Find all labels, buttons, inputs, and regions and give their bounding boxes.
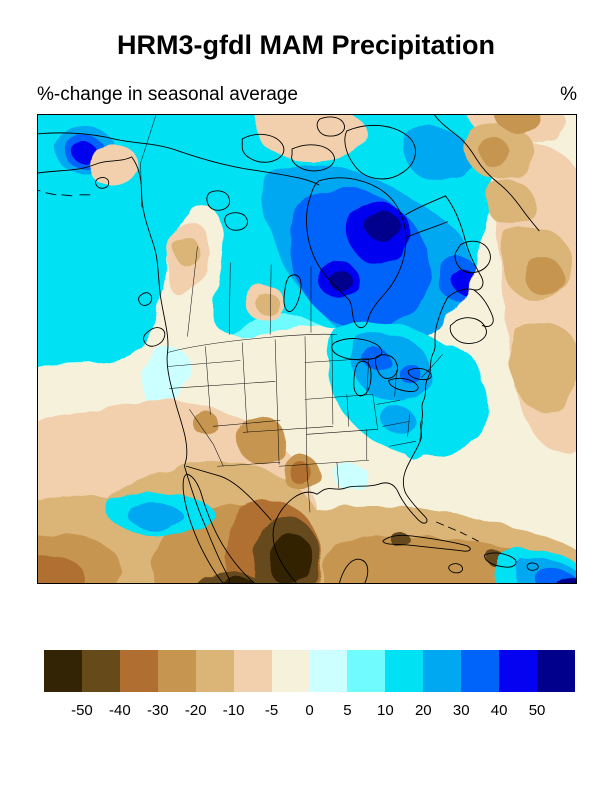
colorbar-cell — [195, 650, 234, 692]
colorbar-cell — [271, 650, 310, 692]
colorbar-cell — [461, 650, 500, 692]
colorbar-labels: -50 -40 -30 -20 -10 -5 0 5 10 20 30 40 50 — [44, 702, 575, 722]
colorbar-segments — [44, 650, 575, 692]
colorbar-tick-label: -40 — [109, 702, 131, 719]
colorbar-tick-label: -10 — [222, 702, 245, 719]
colorbar: -50 -40 -30 -20 -10 -5 0 5 10 20 30 40 50 — [44, 650, 575, 720]
colorbar-cell — [81, 650, 120, 692]
colorbar-tick-label: 5 — [343, 702, 352, 719]
colorbar-tick-label: 10 — [377, 702, 394, 719]
precipitation-change-map — [38, 115, 576, 583]
colorbar-cell — [233, 650, 272, 692]
colorbar-cell — [499, 650, 537, 692]
map-political-borders — [140, 115, 443, 513]
colorbar-cell — [309, 650, 348, 692]
colorbar-cell — [423, 650, 462, 692]
chart-subtitle: %-change in seasonal average — [37, 84, 298, 105]
colorbar-cell — [347, 650, 386, 692]
colorbar-tick-label: -20 — [184, 702, 207, 719]
chart-title: HRM3-gfdl MAM Precipitation — [117, 30, 495, 60]
colorbar-cell — [44, 650, 82, 692]
map-frame — [37, 114, 577, 584]
map-contour-fills — [38, 115, 576, 583]
colorbar-tick-label: 40 — [490, 702, 508, 719]
unit-label: % — [560, 84, 577, 105]
colorbar-tick-label: 0 — [305, 702, 314, 719]
map-coastlines — [38, 115, 540, 583]
colorbar-tick-label: -5 — [264, 702, 279, 719]
colorbar-tick-label: 30 — [452, 702, 470, 719]
colorbar-cell — [536, 650, 575, 692]
colorbar-tick-label: -50 — [71, 702, 93, 719]
colorbar-tick-label: 20 — [414, 702, 432, 719]
subtitle-row: %-change in seasonal average % — [37, 84, 577, 106]
colorbar-cell — [385, 650, 424, 692]
colorbar-cell — [157, 650, 196, 692]
colorbar-tick-label: -30 — [146, 702, 169, 719]
colorbar-cell — [119, 650, 158, 692]
colorbar-tick-label: 50 — [528, 702, 546, 719]
